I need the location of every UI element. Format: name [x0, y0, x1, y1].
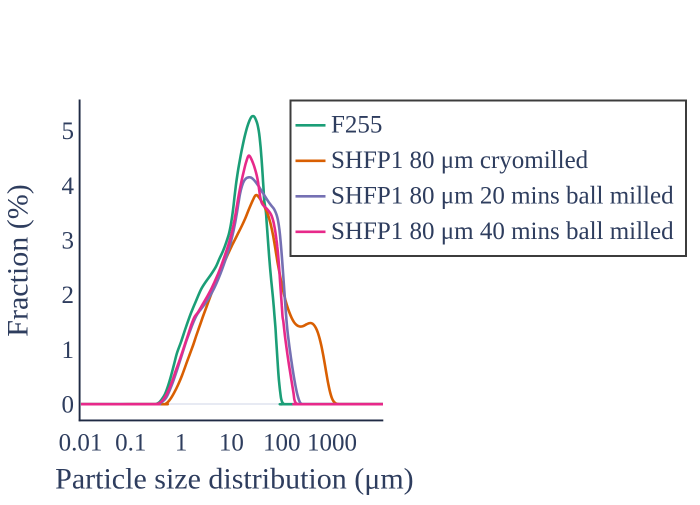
- svg-text:Particle size distribution (μm: Particle size distribution (μm): [55, 462, 414, 495]
- svg-text:1: 1: [62, 337, 75, 364]
- svg-text:10: 10: [219, 429, 244, 456]
- svg-text:0: 0: [62, 392, 75, 419]
- svg-text:1: 1: [175, 429, 188, 456]
- svg-text:SHFP1 80 μm cryomilled: SHFP1 80 μm cryomilled: [331, 147, 589, 174]
- svg-text:SHFP1 80 μm 20 mins ball mille: SHFP1 80 μm 20 mins ball milled: [331, 183, 674, 210]
- svg-text:4: 4: [62, 173, 75, 200]
- svg-text:100: 100: [263, 429, 301, 456]
- svg-text:5: 5: [62, 118, 75, 145]
- svg-text:2: 2: [62, 282, 75, 309]
- svg-text:Fraction (%): Fraction (%): [2, 184, 35, 336]
- svg-text:1000: 1000: [307, 429, 357, 456]
- svg-text:F255: F255: [331, 112, 382, 139]
- svg-text:SHFP1 80 μm 40 mins ball mille: SHFP1 80 μm 40 mins ball milled: [331, 218, 674, 245]
- svg-text:0.1: 0.1: [115, 429, 146, 456]
- svg-text:0.01: 0.01: [59, 429, 103, 456]
- svg-text:3: 3: [62, 228, 75, 255]
